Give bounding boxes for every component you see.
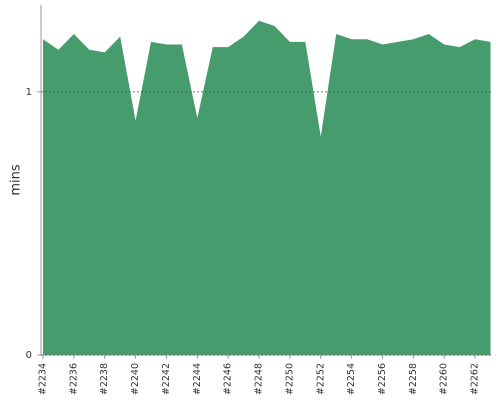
x-tick-label: #2262 — [470, 363, 481, 395]
x-tick-label: #2236 — [68, 363, 79, 395]
x-tick-label: #2254 — [346, 363, 357, 395]
x-tick-label: #2252 — [315, 363, 326, 395]
x-tick-label: #2240 — [130, 363, 141, 395]
x-tick-label: #2246 — [223, 363, 234, 395]
y-axis-label: mins — [9, 164, 24, 196]
y-tick-label: 0 — [26, 350, 32, 361]
x-tick-label: #2260 — [439, 363, 450, 395]
x-tick-label: #2238 — [99, 363, 110, 395]
x-tick-label: #2258 — [408, 363, 419, 395]
x-tick-label: #2248 — [254, 363, 265, 395]
x-tick-label: #2244 — [192, 363, 203, 395]
x-tick-label: #2256 — [377, 363, 388, 395]
x-tick-label: #2250 — [284, 363, 295, 395]
area — [43, 20, 491, 355]
y-tick-label: 1 — [26, 87, 32, 98]
x-tick-label: #2234 — [38, 363, 49, 395]
x-tick-label: #2242 — [161, 363, 172, 395]
